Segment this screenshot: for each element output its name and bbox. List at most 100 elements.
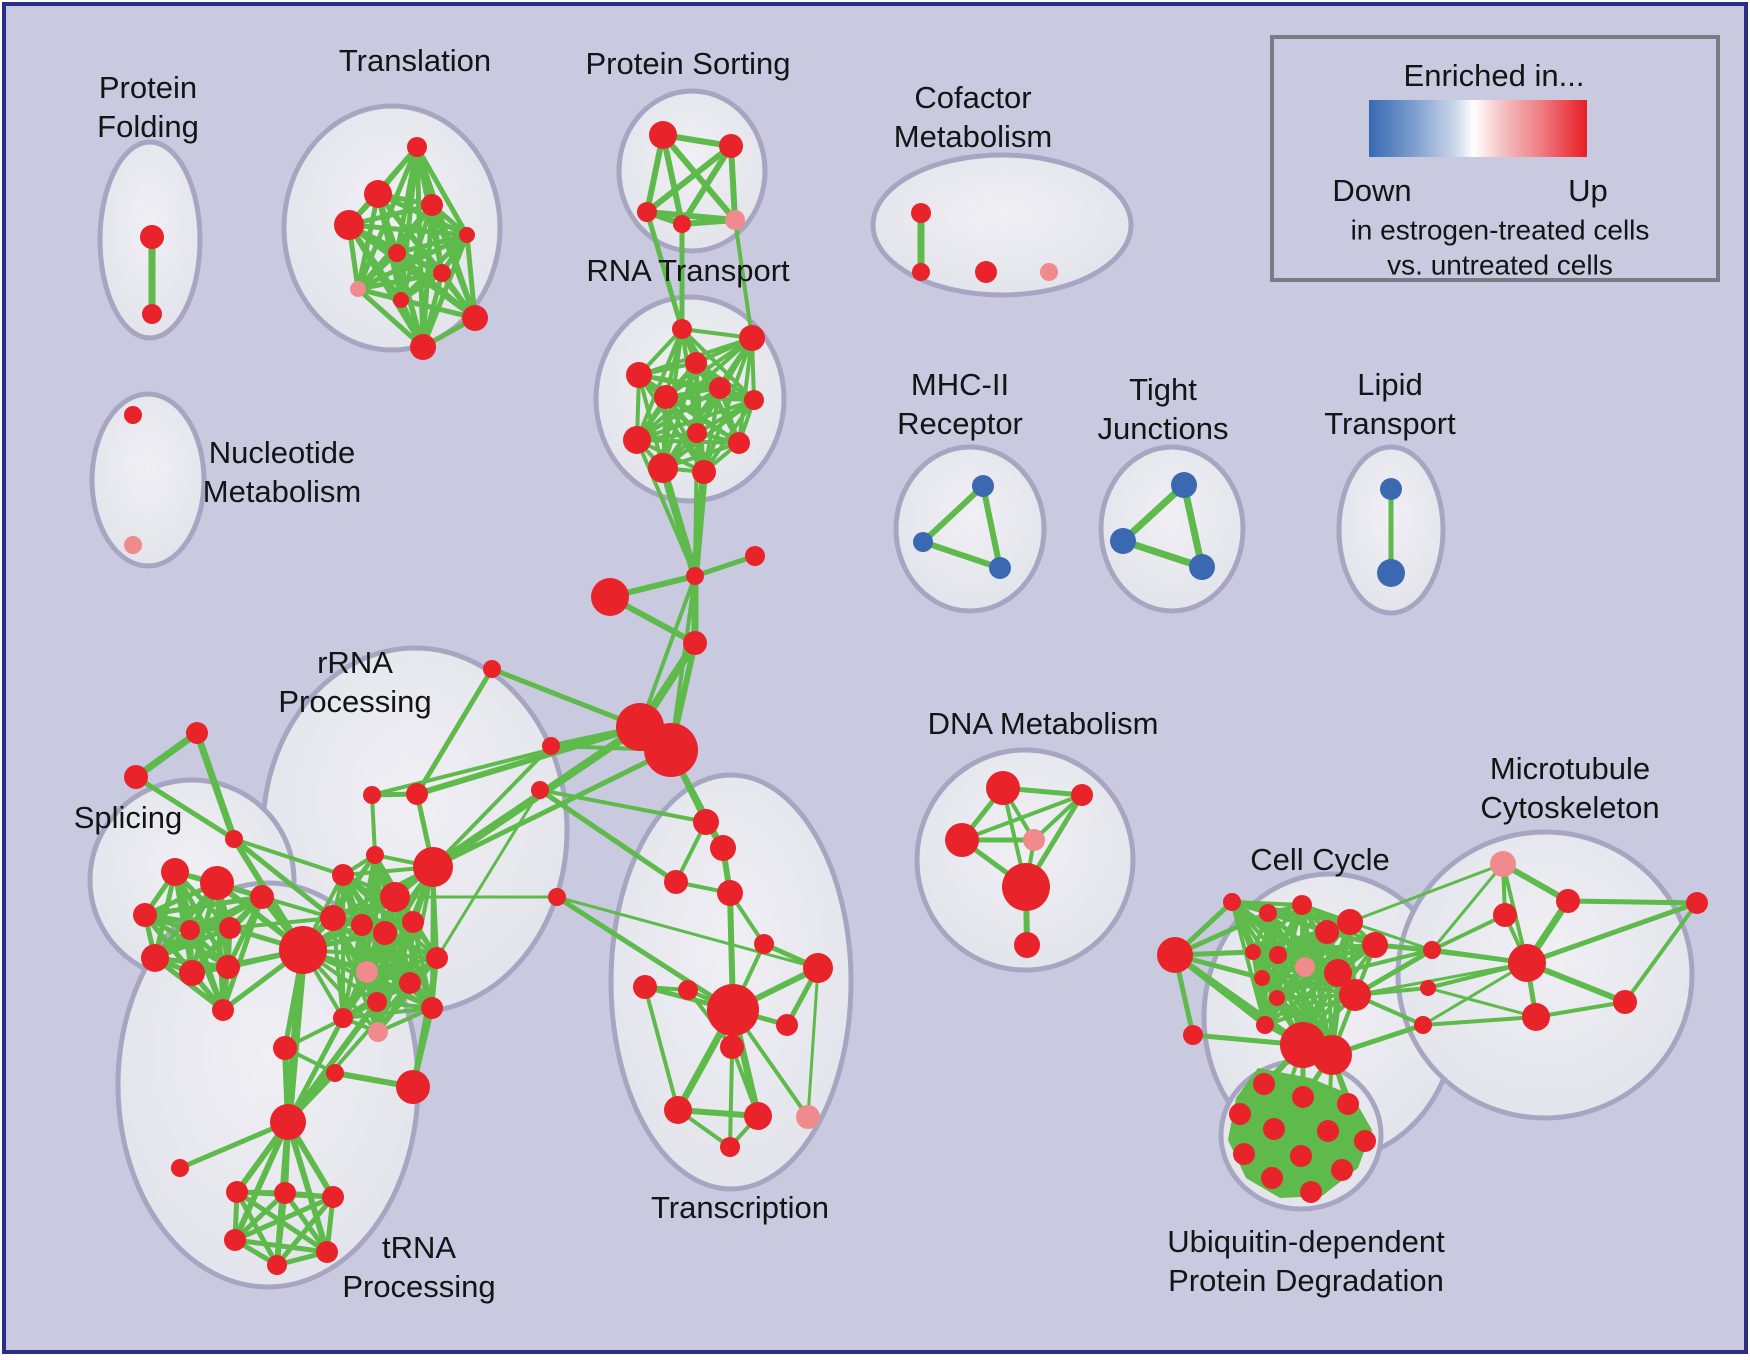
node-ts3 [664,870,688,894]
edge-g2-r7 [431,747,673,870]
node-u4 [1229,1103,1251,1125]
edge-mt5-mt7 [1623,901,1699,1004]
node-r16 [367,992,387,1012]
edge-cn3-mt6 [1422,1015,1537,1027]
node-n4 [224,1229,246,1251]
node-t5 [459,227,475,243]
node-ps5 [725,210,745,230]
edge-mh1-mh3 [980,485,1003,569]
node-n1 [226,1181,248,1203]
edge-tj2-tj3 [1121,537,1204,571]
node-lt1 [1380,478,1402,500]
edge-tr1-tr3 [193,731,238,841]
edge-n2-n4 [233,1191,287,1242]
cluster-label-mhc-ii-receptor: Receptor [897,406,1023,441]
edge-n3-n6 [275,1195,335,1267]
edge-rt4-rt7 [638,373,755,402]
edge-ps1-ps5 [660,133,738,222]
node-t1 [407,137,427,157]
edge-ps2-ps3 [645,143,733,215]
node-j1 [686,567,704,585]
node-dm6 [1014,932,1040,958]
node-cm1 [911,203,931,223]
node-ps3 [637,202,657,222]
cluster-label-trna-processing: Processing [342,1269,495,1304]
edge-cc12-cn1 [1337,948,1433,975]
cluster-label-dna-metabolism: DNA Metabolism [928,706,1159,741]
edge-mt4-mt7 [1526,900,1698,966]
edge-cc12-cc14 [1263,971,1340,1027]
cluster-label-rrna-processing: Processing [278,684,431,719]
node-cc6 [1295,957,1315,977]
node-ts4 [717,880,743,906]
edge-rt11-j1 [659,466,699,578]
edge-n2-n5 [282,1191,330,1254]
node-ps1 [649,121,677,149]
edge-rrb-r14 [410,957,440,1088]
edge-th-r16 [285,1000,380,1124]
node-tj3 [1189,554,1215,580]
legend-up-label: Up [1568,173,1608,208]
node-tn0 [171,1159,189,1177]
legend-caption-line1: in estrogen-treated cells [1351,214,1650,245]
node-t11 [410,334,436,360]
edge-cn3-mt4 [1422,961,1528,1027]
node-sg [216,955,240,979]
node-n5 [316,1241,338,1263]
node-lt2 [1377,559,1405,587]
node-cc17 [1312,1035,1352,1075]
edge-t1-t5 [414,145,470,237]
node-cc9 [1315,920,1339,944]
edge-j1-nr [694,553,756,579]
edge-t4-t5 [348,222,468,238]
edge-th-n4 [232,1120,291,1242]
node-ts9 [707,984,759,1036]
cluster-label-protein-folding: Protein [99,70,197,105]
edge-ps3-rt1 [644,211,685,330]
node-r21 [368,1022,388,1042]
node-t9 [393,292,409,308]
node-ts1 [693,809,719,835]
node-cc13 [1339,979,1371,1011]
cluster-label-microtubule-cytoskeleton: Microtubule [1490,751,1650,786]
node-cc3 [1292,895,1312,915]
cluster-label-mhc-ii-receptor: MHC-II [911,367,1009,402]
edge-mh1-mh2 [920,483,986,545]
edge-r13-r14 [366,956,438,974]
node-u6 [1317,1120,1339,1142]
node-nm1 [124,406,142,424]
legend-title: Enriched in... [1404,58,1585,93]
edge-ts7-ts14 [806,967,820,1118]
edge-u4-u12 [1238,1112,1313,1194]
node-u1 [1253,1073,1275,1095]
node-m2 [273,1036,297,1060]
edge-rt9-rt10 [636,438,740,445]
cluster-label-rna-transport: RNA Transport [586,253,790,288]
node-u11 [1261,1167,1283,1189]
node-r10 [351,914,373,936]
edge-rt1-rt9 [635,328,684,441]
node-mh3 [989,557,1011,579]
node-r13 [356,961,378,983]
node-cc1 [1157,937,1193,973]
edge-t3-t10 [429,204,478,319]
node-cc2 [1259,904,1277,922]
edge-u6-u8 [1243,1129,1329,1156]
node-r18 [333,1008,353,1028]
node-sd [180,920,200,940]
node-sl2 [531,781,549,799]
node-mt1 [1490,851,1516,877]
node-cn1 [1423,941,1441,959]
node-t8 [350,281,366,297]
node-dm5 [1002,863,1050,911]
node-u7 [1354,1130,1376,1152]
edge-tj1-tj3 [1180,484,1206,568]
node-ts6 [633,975,657,999]
node-sj [250,885,274,909]
node-rrb [396,1070,430,1104]
node-r12 [373,921,397,945]
node-r11 [402,911,424,933]
node-rt12 [692,460,716,484]
edge-r1-r6 [370,794,377,856]
